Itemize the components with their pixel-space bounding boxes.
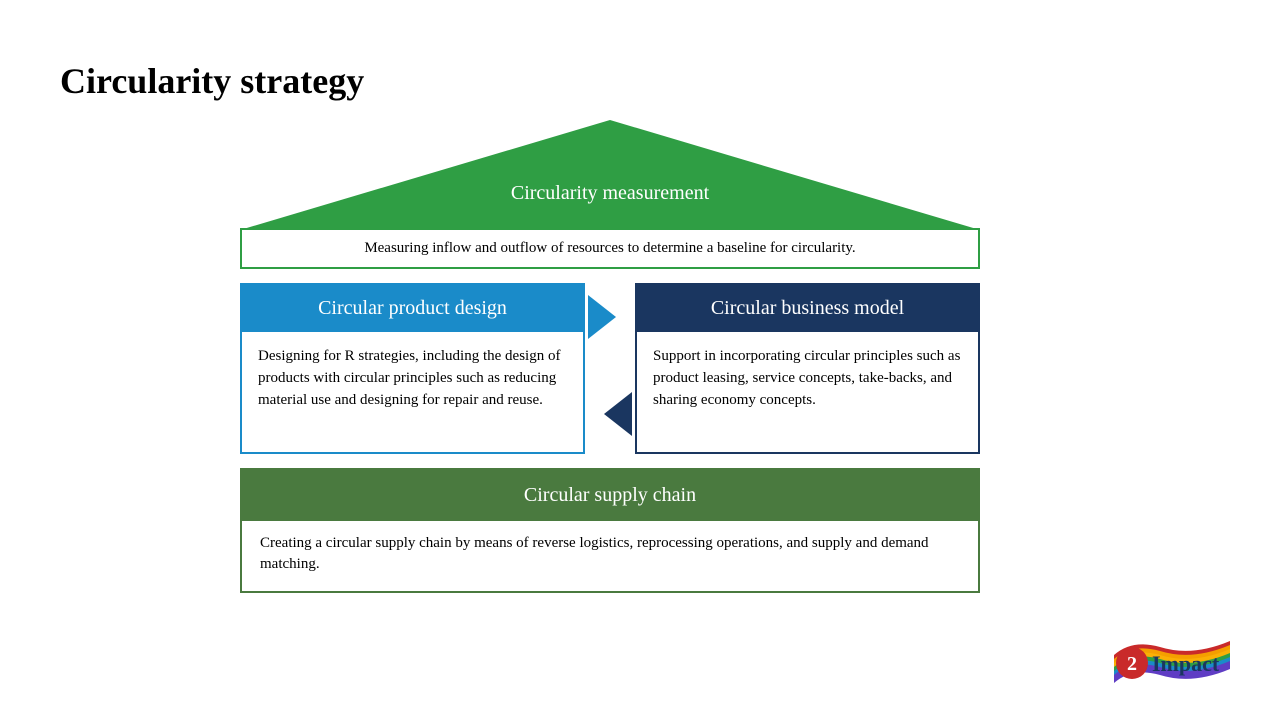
logo-text: Impact [1152,651,1220,676]
arrow-left-icon [604,392,632,436]
card-business-model: Circular business model Support in incor… [635,283,980,454]
roof-section: Circularity measurement [240,120,980,230]
roof-polygon [240,120,980,230]
logo-2impact: 2 Impact [1112,633,1252,700]
card-product-design-header: Circular product design [242,285,583,332]
card-supply-chain: Circular supply chain Creating a circula… [240,468,980,593]
logo-number: 2 [1127,653,1137,675]
card-business-model-body: Support in incorporating circular princi… [637,332,978,452]
middle-row: Circular product design Designing for R … [240,283,980,454]
roof-description: Measuring inflow and outflow of resource… [240,228,980,269]
page-title: Circularity strategy [60,60,364,102]
card-supply-chain-header: Circular supply chain [242,470,978,521]
circularity-diagram: Circularity measurement Measuring inflow… [240,120,980,593]
card-product-design-body: Designing for R strategies, including th… [242,332,583,452]
logo-icon: 2 Impact [1112,633,1252,695]
arrow-right-icon [588,295,616,339]
roof-label: Circularity measurement [240,182,980,205]
roof-triangle-icon [240,120,980,230]
card-product-design: Circular product design Designing for R … [240,283,585,454]
card-business-model-header: Circular business model [637,285,978,332]
card-supply-chain-body: Creating a circular supply chain by mean… [242,521,978,591]
